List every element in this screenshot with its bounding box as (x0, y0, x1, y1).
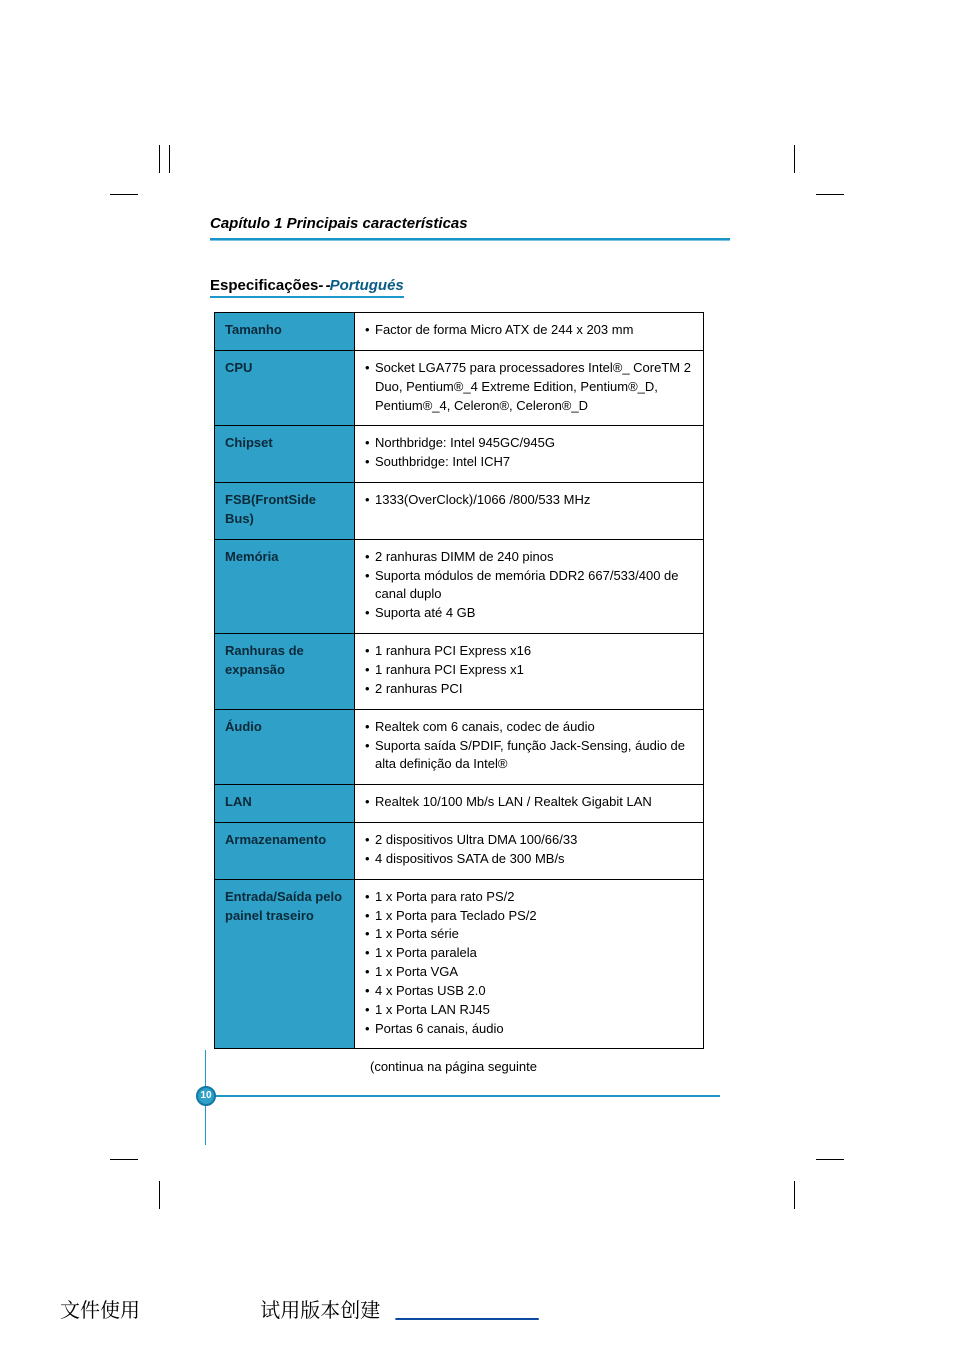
table-row: ChipsetNorthbridge: Intel 945GC/945GSout… (215, 426, 704, 483)
spec-value-item: 1 ranhura PCI Express x16 (365, 642, 695, 661)
spec-value: Northbridge: Intel 945GC/945GSouthbridge… (355, 426, 704, 483)
watermark-left: 文件使用 (60, 1294, 140, 1323)
spec-value-item: 1333(OverClock)/1066 /800/533 MHz (365, 491, 695, 510)
spec-value-item: 1 x Porta série (365, 925, 695, 944)
spec-table: Tamanho Factor de forma Micro ATX de 244 … (214, 312, 704, 1049)
spec-value-item: 1 ranhura PCI Express x1 (365, 661, 695, 680)
spec-value-item: Realtek com 6 canais, codec de áudio (365, 718, 695, 737)
spec-value-item: 1 x Porta para Teclado PS/2 (365, 907, 695, 926)
spec-label: Armazenamento (215, 823, 355, 880)
crop-mark-tr (794, 145, 844, 195)
spec-value-item: 2 ranhuras PCI (365, 680, 695, 699)
table-row: FSB(FrontSide Bus) 1333(OverClock)/1066 /… (215, 483, 704, 540)
crop-mark-bl (110, 1159, 160, 1209)
spec-label: CPU (215, 350, 355, 426)
spec-value-item: 2 ranhuras DIMM de 240 pinos (365, 548, 695, 567)
section-lang: Portugués (330, 277, 404, 294)
spec-value: Realtek 10/100 Mb/s LAN / Realtek Gigabi… (355, 785, 704, 823)
spec-value: 2 dispositivos Ultra DMA 100/66/334 disp… (355, 823, 704, 880)
page-number-badge: 10 (196, 1086, 216, 1106)
table-row: Tamanho Factor de forma Micro ATX de 244 … (215, 313, 704, 351)
watermark-right: 试用版本创建 (260, 1294, 380, 1323)
spec-label: LAN (215, 785, 355, 823)
spec-value-item: 1 x Porta LAN RJ45 (365, 1001, 695, 1020)
crop-mark-br (794, 1159, 844, 1209)
spec-label: Tamanho (215, 313, 355, 351)
spec-value-item: Realtek 10/100 Mb/s LAN / Realtek Gigabi… (365, 793, 695, 812)
table-row: Memória2 ranhuras DIMM de 240 pinosSupor… (215, 539, 704, 633)
spec-value-item: Suporta saída S/PDIF, função Jack-Sensin… (365, 737, 695, 775)
spec-label: Áudio (215, 709, 355, 785)
spec-value: Realtek com 6 canais, codec de áudioSupo… (355, 709, 704, 785)
spec-label: Memória (215, 539, 355, 633)
crop-mark-tl (110, 145, 160, 195)
spec-value-item: Suporta módulos de memória DDR2 667/533/… (365, 567, 695, 605)
spec-value-item: Northbridge: Intel 945GC/945G (365, 434, 695, 453)
table-row: Entrada/Saída pelo painel traseiro1 x Po… (215, 879, 704, 1049)
spec-value: 1333(OverClock)/1066 /800/533 MHz (355, 483, 704, 540)
spec-value-item: Southbridge: Intel ICH7 (365, 453, 695, 472)
table-row: LAN Realtek 10/100 Mb/s LAN / Realtek Gig… (215, 785, 704, 823)
spec-value-item: Portas 6 canais, áudio (365, 1020, 695, 1039)
footer-rule (200, 1095, 720, 1097)
spec-value-item: 1 x Porta paralela (365, 944, 695, 963)
spec-value: Factor de forma Micro ATX de 244 x 203 m… (355, 313, 704, 351)
spec-value-item: Factor de forma Micro ATX de 244 x 203 m… (365, 321, 695, 340)
section-title: Especificações- -Portugués (210, 277, 404, 298)
section-sep: - - (318, 277, 329, 294)
spec-value-item: 4 dispositivos SATA de 300 MB/s (365, 850, 695, 869)
spec-value: Socket LGA775 para processadores Intel®_… (355, 350, 704, 426)
table-row: CPUSocket LGA775 para processadores Inte… (215, 350, 704, 426)
spec-value-item: 4 x Portas USB 2.0 (365, 982, 695, 1001)
table-row: Armazenamento2 dispositivos Ultra DMA 10… (215, 823, 704, 880)
continue-text: (continua na página seguinte (370, 1059, 730, 1074)
spec-value-item: 1 x Porta para rato PS/2 (365, 888, 695, 907)
spec-value-item: 2 dispositivos Ultra DMA 100/66/33 (365, 831, 695, 850)
watermark-text: 文件使用 试用版本创建 (60, 1294, 539, 1323)
spec-label: FSB(FrontSide Bus) (215, 483, 355, 540)
spec-value-item: Socket LGA775 para processadores Intel®_… (365, 359, 695, 416)
spec-label: Ranhuras de expansão (215, 634, 355, 710)
chapter-rule (210, 238, 730, 241)
spec-label: Chipset (215, 426, 355, 483)
table-row: Ranhuras de expansão1 ranhura PCI Expres… (215, 634, 704, 710)
watermark-link-underline (395, 1294, 538, 1323)
spec-value-item: Suporta até 4 GB (365, 604, 695, 623)
table-row: ÁudioRealtek com 6 canais, codec de áudi… (215, 709, 704, 785)
spec-value-item: 1 x Porta VGA (365, 963, 695, 982)
page-content: Capítulo 1 Principais características Es… (210, 215, 730, 1074)
spec-value: 2 ranhuras DIMM de 240 pinosSuporta módu… (355, 539, 704, 633)
spec-value: 1 x Porta para rato PS/21 x Porta para T… (355, 879, 704, 1049)
spec-value: 1 ranhura PCI Express x161 ranhura PCI E… (355, 634, 704, 710)
section-label: Especificações (210, 277, 318, 294)
chapter-title: Capítulo 1 Principais características (210, 215, 730, 238)
spec-label: Entrada/Saída pelo painel traseiro (215, 879, 355, 1049)
